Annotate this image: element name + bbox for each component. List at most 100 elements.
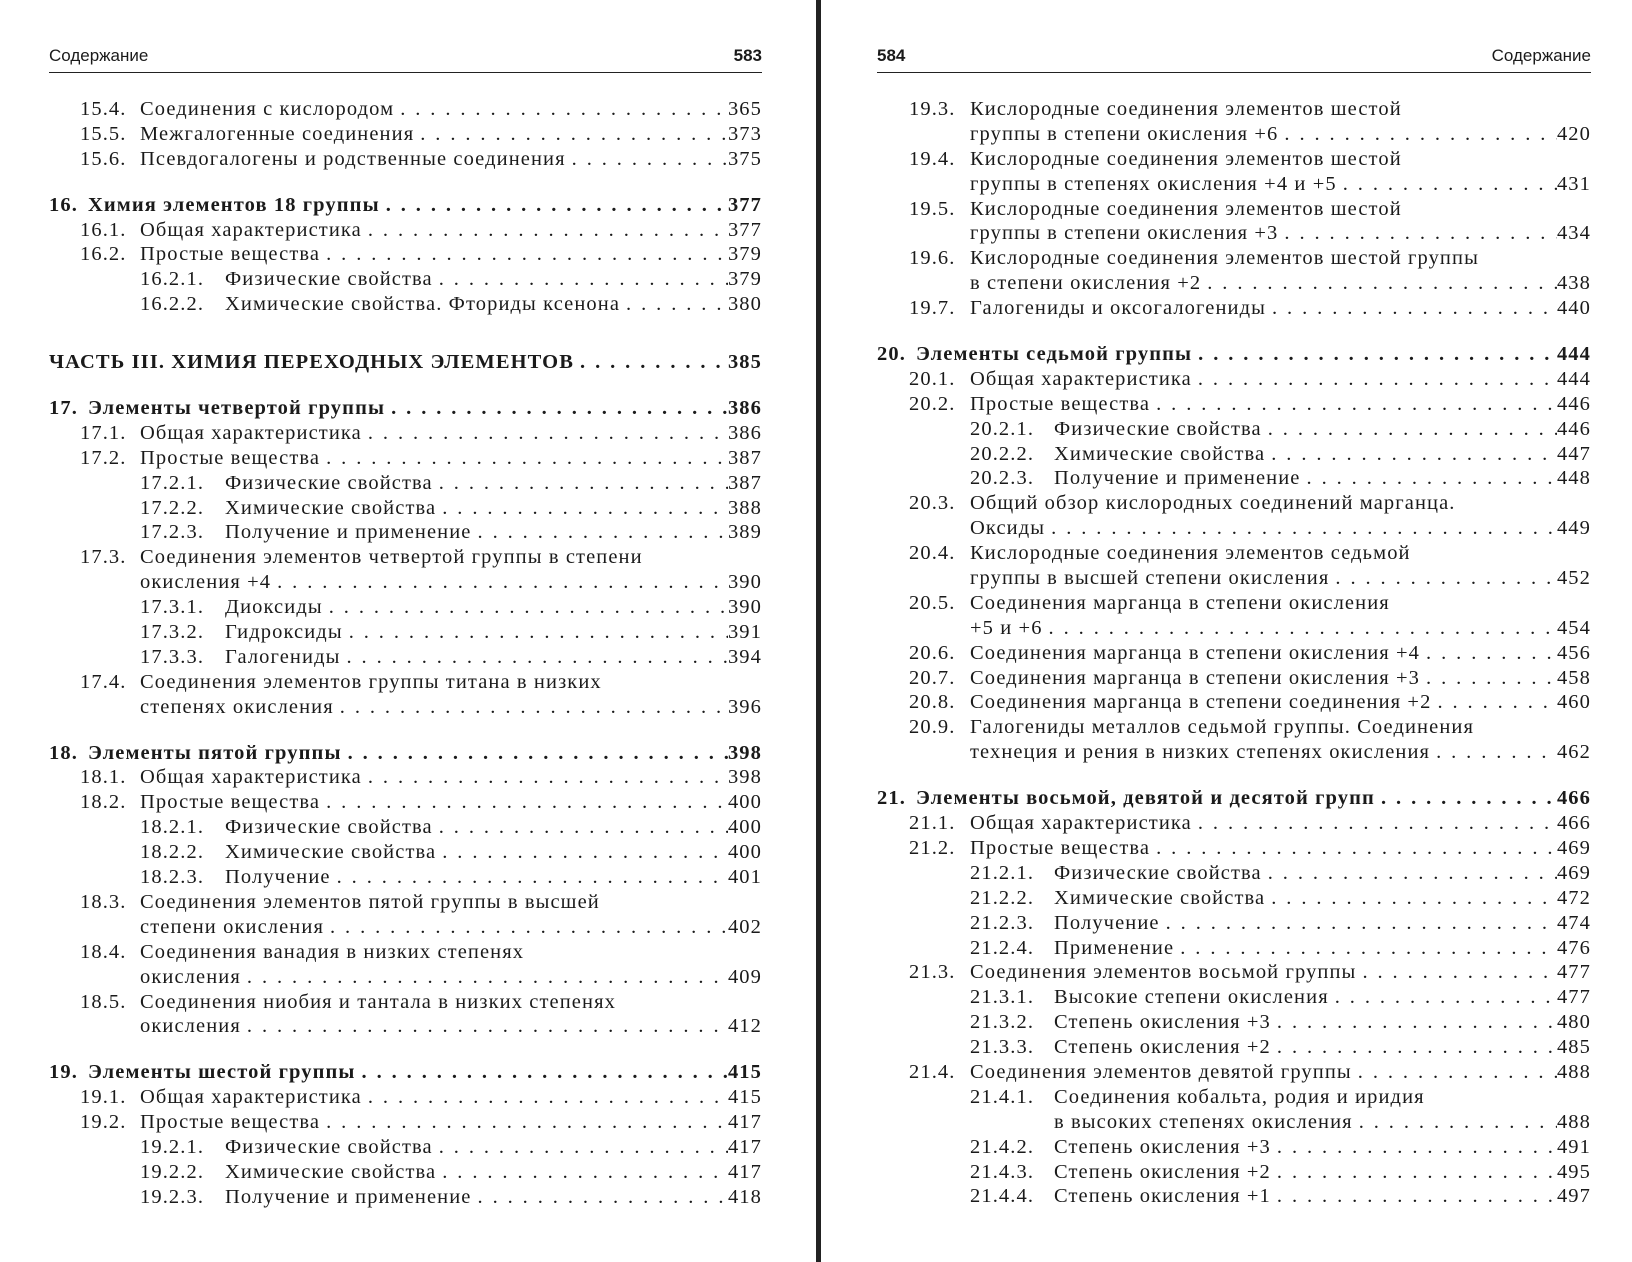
section-title: Физические свойства (225, 471, 433, 494)
toc-line: 19.5. Кислородные соединения элементов ше… (877, 197, 1591, 222)
section-title: Соединения ниобия и тантала в низких сте… (140, 990, 616, 1013)
page-reference: 386 (727, 397, 762, 420)
toc-entry: 17.3.1. Диоксиды 390 (49, 595, 762, 620)
section-number: 21.2. (909, 836, 956, 859)
page-reference: 387 (727, 446, 762, 469)
page-reference: 420 (1556, 122, 1591, 145)
section-number: 18.3. (80, 890, 127, 913)
page-reference: 434 (1556, 222, 1591, 245)
section-title: Получение (225, 866, 331, 889)
toc-line: 17. Элементы четвертой группы 386 (49, 396, 762, 421)
toc-entry: 21.3.2. Степень окисления +3 480 (877, 1010, 1591, 1035)
toc-line: 16.2. Простые вещества 379 (49, 242, 762, 267)
section-number: 17.3.3. (140, 645, 205, 668)
section-number: 19.6. (909, 247, 956, 270)
section-title: Галогениды (225, 645, 341, 668)
dot-leader (574, 350, 728, 375)
dot-leader (334, 695, 728, 720)
toc-entry: 20.9. Галогениды металлов седьмой группы.… (877, 715, 1591, 765)
toc-entry: 21.4. Соединения элементов девятой группы… (877, 1060, 1591, 1085)
section-title: Простые вещества (970, 836, 1151, 859)
page-reference: 390 (727, 596, 762, 619)
section-title: Химические свойства (225, 496, 437, 519)
section-number: 20.8. (909, 691, 956, 714)
section-title: Простые вещества (140, 446, 321, 469)
dot-leader (320, 446, 728, 471)
page-reference: 417 (727, 1160, 762, 1183)
toc-line: 17.2.2. Химические свойства 388 (49, 496, 762, 521)
section-title: в степени окисления +2 (970, 272, 1202, 295)
page-reference: 379 (727, 243, 762, 266)
toc-entry: 20.3. Общий обзор кислородных соединений … (877, 491, 1591, 541)
page-reference: 389 (727, 521, 762, 544)
section-number: 15.4. (80, 98, 127, 120)
dot-leader (1160, 911, 1557, 936)
toc-line: 19.2.2. Химические свойства 417 (49, 1160, 762, 1185)
toc-entry: 17.2. Простые вещества 387 (49, 446, 762, 471)
section-title: Общая характеристика (140, 218, 362, 241)
dot-leader (1174, 936, 1557, 961)
page-reference: 377 (727, 218, 762, 241)
page-reference: 446 (1556, 417, 1591, 440)
section-title: Простые вещества (970, 392, 1151, 415)
section-number: 20.2.1. (970, 417, 1035, 440)
section-number: 19. (49, 1061, 78, 1084)
dot-leader (1271, 1010, 1557, 1035)
toc-line: 21.2.1. Физические свойства 469 (877, 861, 1591, 886)
toc-entry: 17.4. Соединения элементов группы титана … (49, 670, 762, 720)
toc-entry: 20.2.1. Физические свойства 446 (877, 417, 1591, 442)
section-number: 16. (49, 193, 78, 216)
section-title: окисления +4 (140, 571, 272, 594)
toc-line: 19.4. Кислородные соединения элементов ше… (877, 147, 1591, 172)
dot-leader (1375, 786, 1557, 811)
section-number: 17.3.1. (140, 596, 205, 619)
toc-entry: 15.5. Межгалогенные соединения 373 (49, 122, 762, 147)
toc-entry: 16.1. Общая характеристика 377 (49, 218, 762, 243)
section-title: Общая характеристика (140, 1086, 362, 1109)
toc-line: 17.3.1. Диоксиды 390 (49, 595, 762, 620)
dot-leader (1271, 1160, 1557, 1185)
section-title: Кислородные соединения элементов седьмой (970, 542, 1411, 565)
toc-entry: 17.3. Соединения элементов четвертой груп… (49, 545, 762, 595)
section-number: 20.3. (909, 492, 956, 515)
section-title: Получение (1054, 911, 1160, 934)
toc-entry: 20.7. Соединения марганца в степени окисл… (877, 666, 1591, 691)
page-reference: 396 (727, 695, 762, 718)
section-title: Кислородные соединения элементов шестой … (970, 247, 1479, 270)
toc-line: 17.3.3. Галогениды 394 (49, 645, 762, 670)
page-reference: 390 (727, 571, 762, 594)
section-number: 18.2. (80, 791, 127, 814)
dot-leader (1043, 616, 1557, 641)
page-reference: 394 (727, 645, 762, 668)
toc-line: 19.2.1. Физические свойства 417 (49, 1135, 762, 1160)
section-number: 20.9. (909, 716, 956, 739)
section-title: окисления (140, 965, 241, 988)
section-title: Степень окисления +2 (1054, 1160, 1271, 1183)
page-reference: 400 (727, 841, 762, 864)
toc-entry: 21.4.1. Соединения кобальта, родия и ирид… (877, 1085, 1591, 1135)
section-title: Соединения марганца в степени окисления … (970, 641, 1421, 664)
toc-line: 19.6. Кислородные соединения элементов ше… (877, 246, 1591, 271)
toc-line: группы в степенях окисления +4 и +5 431 (877, 172, 1591, 197)
page-reference: 485 (1556, 1036, 1591, 1059)
section-title: группы в высшей степени окисления (970, 567, 1330, 590)
toc-line: 18.1. Общая характеристика 398 (49, 765, 762, 790)
toc-line: 19.1. Общая характеристика 415 (49, 1085, 762, 1110)
section-title: Элементы восьмой, девятой и десятой груп… (915, 787, 1375, 810)
dot-leader (1201, 271, 1557, 296)
toc-line: +5 и +6 454 (877, 616, 1591, 641)
section-number: 18.4. (80, 940, 127, 963)
page-reference: 449 (1556, 517, 1591, 540)
dot-leader (271, 570, 728, 595)
toc-line: группы в степени окисления +3 434 (877, 221, 1591, 246)
page-reference: 469 (1556, 861, 1591, 884)
toc-line: 20.3. Общий обзор кислородных соединений … (877, 491, 1591, 516)
page-reference: 497 (1556, 1185, 1591, 1208)
section-title: Межгалогенные соединения (140, 122, 415, 145)
toc-line: 20.7. Соединения марганца в степени окисл… (877, 666, 1591, 691)
toc-line: 18.2.1. Физические свойства 400 (49, 815, 762, 840)
dot-leader (385, 396, 728, 421)
dot-leader (1301, 466, 1557, 491)
section-number: 18.2.1. (140, 816, 205, 839)
dot-leader (1420, 666, 1557, 691)
